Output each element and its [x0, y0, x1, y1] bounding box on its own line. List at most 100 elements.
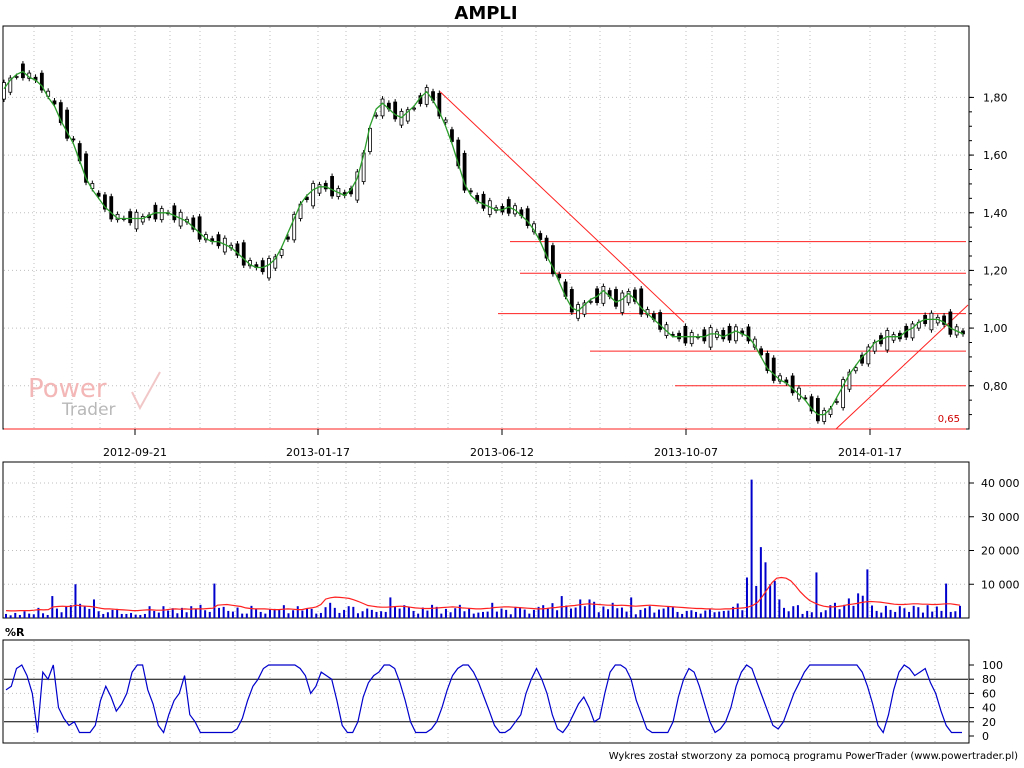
volume-bar [65, 606, 68, 618]
volume-bar [83, 606, 86, 618]
volume-bar [102, 613, 105, 618]
volume-bar [282, 605, 285, 618]
williams-y-tick-label: 40 [982, 702, 996, 715]
volume-bar [783, 607, 786, 618]
volume-bar [949, 611, 952, 618]
volume-bar [884, 605, 887, 618]
volume-bar [662, 608, 665, 618]
volume-bar [5, 613, 7, 618]
volume-bar [426, 610, 429, 618]
volume-bar [398, 608, 401, 618]
volume-bar [861, 595, 864, 618]
volume-bar [676, 611, 679, 618]
volume-bar [537, 606, 540, 618]
price-y-tick-label: 1,80 [983, 91, 1008, 104]
volume-bar [236, 607, 239, 618]
volume-bar [306, 608, 309, 618]
volume-bar [74, 584, 77, 618]
price-bar-body [197, 216, 202, 240]
volume-bar [231, 611, 234, 618]
volume-bar [657, 609, 660, 618]
price-bar-body [683, 325, 688, 344]
price-bar-body [412, 107, 416, 110]
volume-bar [495, 611, 498, 618]
price-x-axis: 2012-09-21 2013-01-17 2013-06-12 2013-10-07… [103, 429, 902, 459]
volume-bar [820, 612, 823, 618]
volume-bar [898, 606, 901, 618]
volume-bar [792, 606, 795, 618]
volume-bar [190, 606, 193, 618]
volume-bar [681, 613, 684, 618]
volume-bar [167, 610, 170, 618]
volume-bar [338, 612, 341, 618]
volume-bar [639, 609, 642, 618]
price-bar-body [582, 302, 587, 315]
volume-bar [361, 611, 364, 618]
volume-bar [894, 611, 897, 618]
volume-bar [366, 608, 369, 618]
volume-bar [435, 606, 438, 618]
volume-bar [736, 603, 739, 618]
price-bar-body [765, 353, 770, 371]
price-bar-body [569, 289, 574, 313]
price-bar-body [140, 216, 145, 223]
price-bar-body [39, 72, 44, 91]
volume-bar [769, 584, 772, 618]
volume-bar [644, 608, 647, 618]
price-bar-body [708, 327, 713, 348]
williams-y-tick-label: 20 [982, 716, 996, 729]
volume-bar [79, 603, 82, 618]
price-x-tick-label: 2013-10-07 [654, 446, 718, 459]
price-bar-body [52, 100, 57, 105]
volume-bar [486, 611, 489, 618]
volume-bar [699, 613, 702, 618]
volume-bar [574, 607, 577, 618]
volume-bar [417, 613, 420, 618]
price-bar-body [374, 114, 379, 117]
volume-bar [97, 611, 100, 618]
price-bar-body [393, 101, 398, 120]
price-bar-body [853, 367, 858, 372]
volume-bar [116, 608, 119, 618]
price-bar-body [639, 288, 644, 315]
volume-bar [732, 606, 735, 618]
price-bar-body [620, 292, 625, 313]
volume-bar [593, 601, 596, 618]
price-bar-body [601, 286, 606, 304]
volume-bar [482, 611, 484, 618]
volume-bar [921, 612, 924, 618]
price-bar-body [84, 153, 88, 183]
volume-bar [565, 605, 568, 618]
volume-bar [713, 612, 716, 618]
volume-bar [667, 606, 670, 618]
volume-bar [472, 613, 475, 618]
price-y-tick-label: 0,80 [983, 380, 1008, 393]
williams-y-tick-label: 80 [982, 673, 996, 686]
volume-bar [46, 614, 49, 618]
volume-bar [815, 572, 818, 618]
volume-bar [356, 613, 359, 618]
volume-bar [227, 610, 230, 618]
volume-y-tick-label: 40 000 [981, 477, 1020, 490]
price-bar-body [866, 346, 871, 365]
price-bar-body [544, 237, 549, 259]
price-y-tick-label: 1,20 [983, 264, 1008, 277]
price-bar-body [557, 274, 562, 279]
volume-bar [222, 606, 225, 618]
price-bar-body [109, 196, 114, 220]
price-bar-body [437, 92, 442, 117]
volume-bar [268, 609, 271, 618]
price-bar-body [834, 401, 839, 403]
volume-bar [204, 610, 207, 618]
volume-bar [454, 608, 457, 618]
volume-bar [125, 613, 128, 618]
price-bar-body [462, 152, 467, 191]
price-bar-body [2, 82, 6, 100]
price-bar-body [323, 182, 328, 190]
volume-bar [421, 607, 424, 618]
volume-bar [551, 603, 554, 618]
price-bar-body [948, 311, 953, 335]
volume-bar [218, 607, 221, 618]
price-bar-body [260, 260, 265, 273]
